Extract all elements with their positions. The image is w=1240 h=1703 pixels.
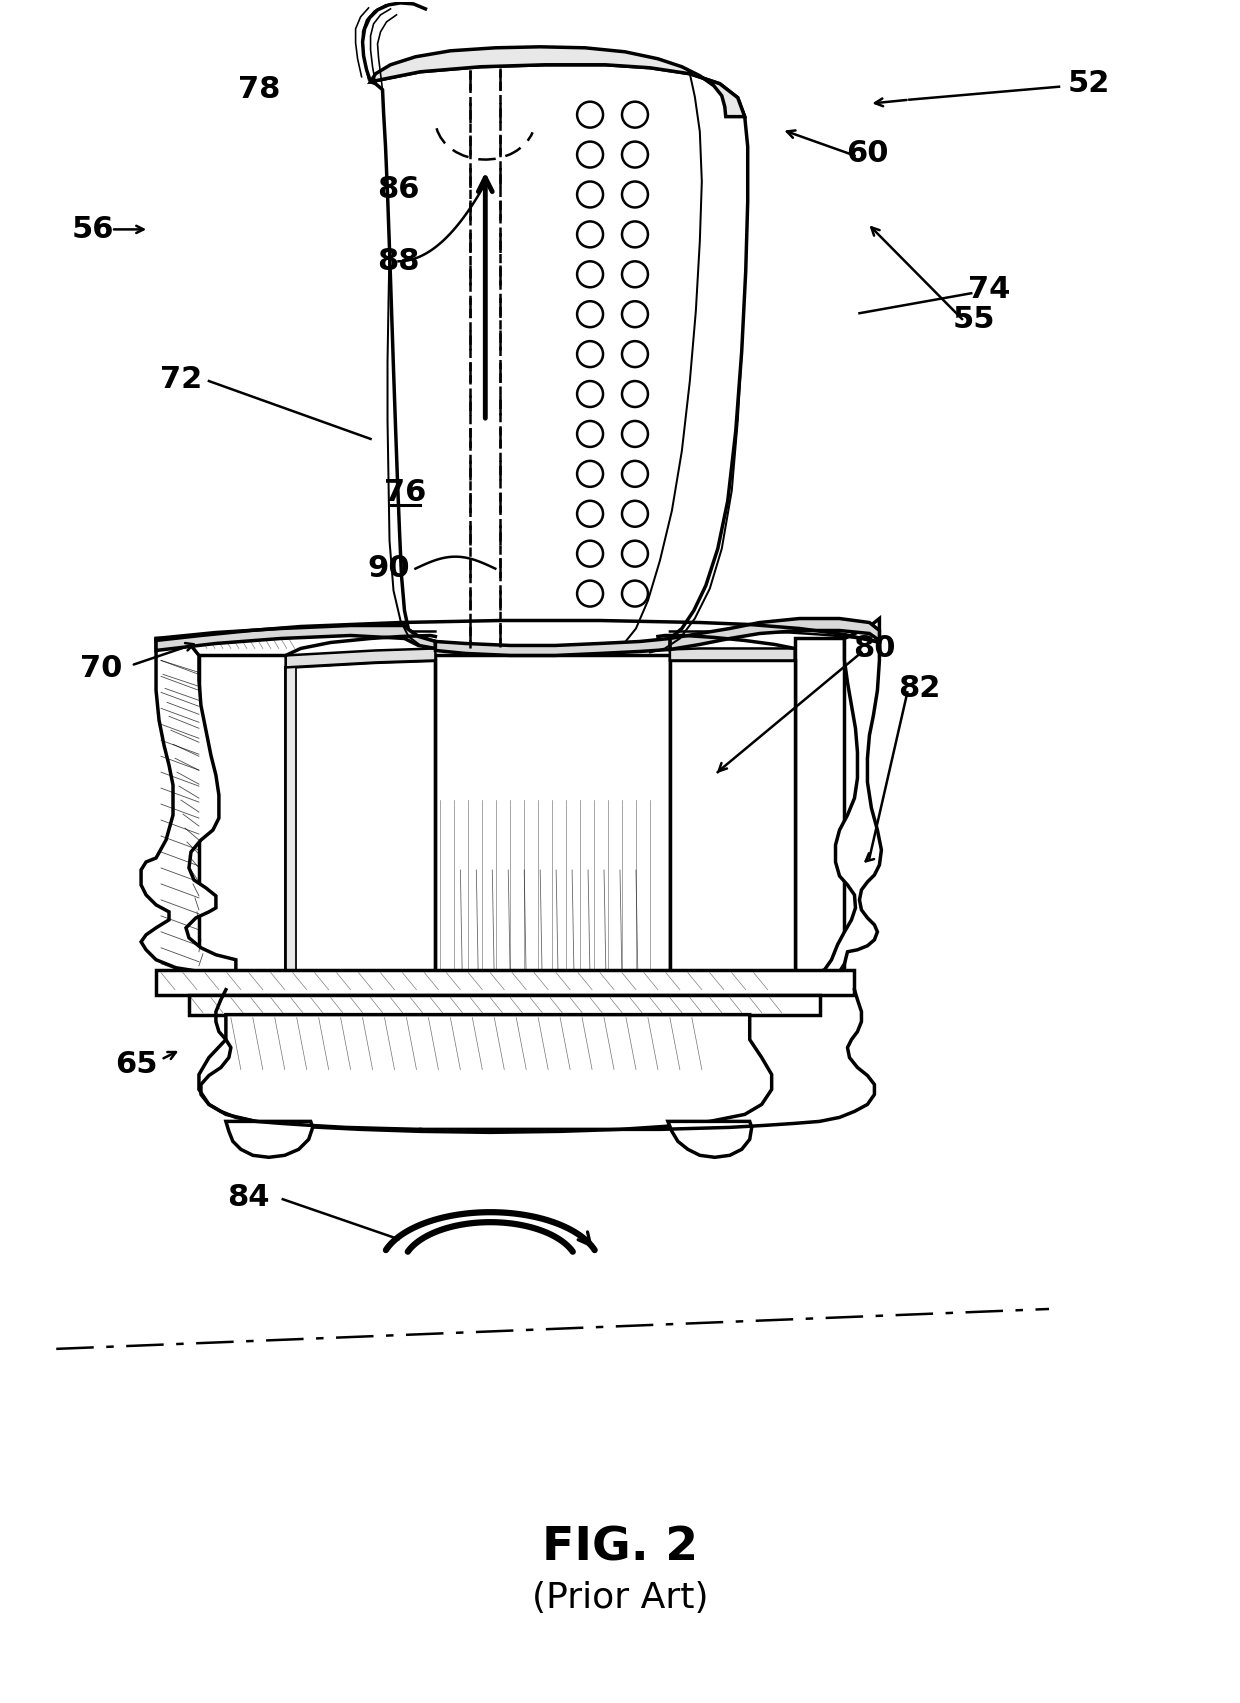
Polygon shape xyxy=(670,618,879,649)
Circle shape xyxy=(622,301,649,327)
Text: 84: 84 xyxy=(228,1182,270,1213)
Circle shape xyxy=(577,421,603,446)
Circle shape xyxy=(577,141,603,167)
Circle shape xyxy=(622,381,649,407)
Circle shape xyxy=(622,421,649,446)
Circle shape xyxy=(622,141,649,167)
Circle shape xyxy=(622,102,649,128)
Text: 56: 56 xyxy=(72,215,114,244)
Circle shape xyxy=(577,301,603,327)
Text: (Prior Art): (Prior Art) xyxy=(532,1582,708,1616)
Circle shape xyxy=(577,540,603,567)
Text: 78: 78 xyxy=(238,75,280,104)
Text: 52: 52 xyxy=(1068,70,1110,99)
Polygon shape xyxy=(795,618,882,989)
Text: 88: 88 xyxy=(377,247,420,276)
Polygon shape xyxy=(435,639,670,656)
Circle shape xyxy=(577,182,603,208)
Circle shape xyxy=(622,341,649,368)
Circle shape xyxy=(577,221,603,247)
Polygon shape xyxy=(795,639,844,989)
Polygon shape xyxy=(188,995,820,1015)
Polygon shape xyxy=(435,656,670,989)
Circle shape xyxy=(622,540,649,567)
Circle shape xyxy=(622,501,649,526)
Text: 90: 90 xyxy=(367,553,410,582)
Circle shape xyxy=(577,261,603,288)
Circle shape xyxy=(622,221,649,247)
Text: 82: 82 xyxy=(898,674,940,703)
Circle shape xyxy=(577,581,603,606)
Circle shape xyxy=(577,341,603,368)
Text: 72: 72 xyxy=(160,364,202,393)
Circle shape xyxy=(577,462,603,487)
Polygon shape xyxy=(371,65,748,649)
Text: 60: 60 xyxy=(846,140,889,169)
Circle shape xyxy=(622,261,649,288)
Text: 80: 80 xyxy=(853,634,895,662)
Polygon shape xyxy=(198,656,285,989)
Circle shape xyxy=(577,381,603,407)
Circle shape xyxy=(622,581,649,606)
Text: 55: 55 xyxy=(954,305,996,334)
Circle shape xyxy=(622,182,649,208)
Polygon shape xyxy=(668,1121,751,1158)
Polygon shape xyxy=(226,1121,312,1158)
Text: FIG. 2: FIG. 2 xyxy=(542,1526,698,1570)
Polygon shape xyxy=(156,625,435,651)
Polygon shape xyxy=(670,661,795,989)
Polygon shape xyxy=(285,661,435,989)
Text: 86: 86 xyxy=(377,175,420,204)
Polygon shape xyxy=(198,1015,771,1132)
Circle shape xyxy=(577,501,603,526)
Polygon shape xyxy=(285,662,295,979)
Polygon shape xyxy=(141,639,285,989)
Polygon shape xyxy=(371,46,745,116)
Polygon shape xyxy=(670,649,795,661)
Text: 74: 74 xyxy=(968,274,1011,303)
Circle shape xyxy=(577,102,603,128)
Polygon shape xyxy=(156,969,854,995)
Polygon shape xyxy=(285,649,435,668)
Text: 65: 65 xyxy=(115,1051,157,1080)
Text: 70: 70 xyxy=(79,654,123,683)
Circle shape xyxy=(622,462,649,487)
Text: 76: 76 xyxy=(384,479,427,507)
